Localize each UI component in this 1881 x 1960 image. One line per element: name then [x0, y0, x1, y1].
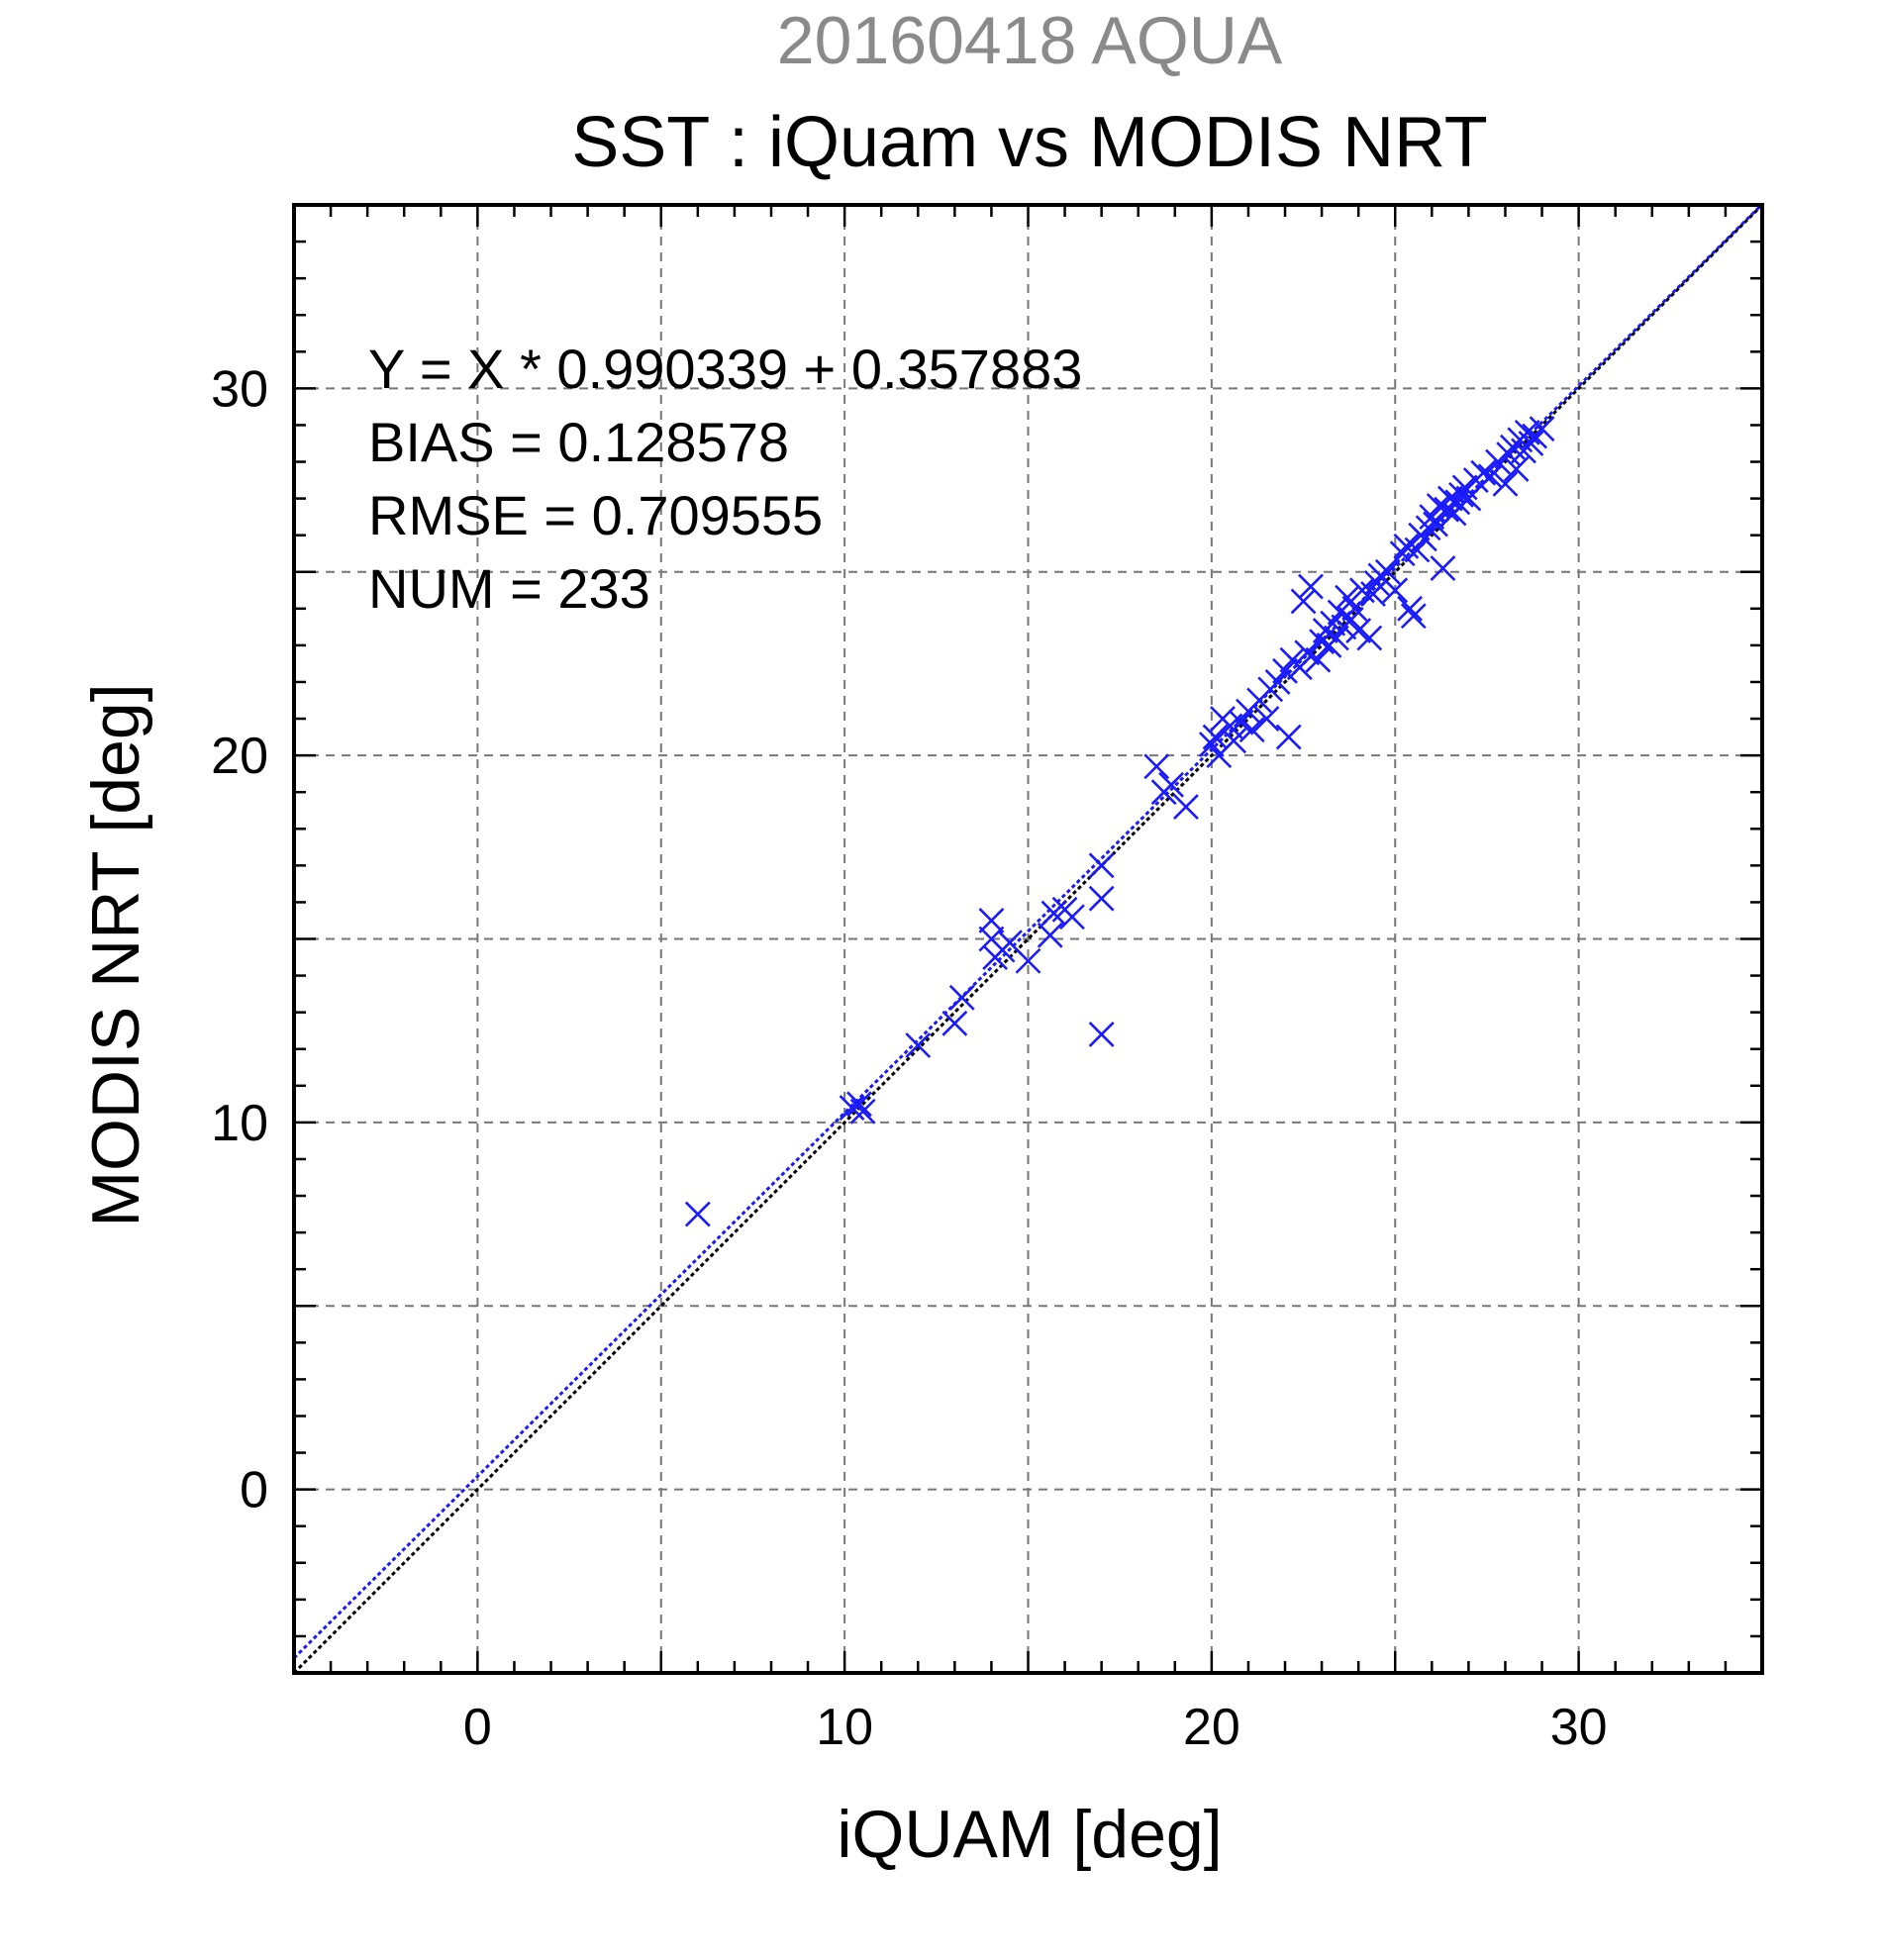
- y-tick-labels: 0 10 20 30: [211, 360, 268, 1519]
- bias-stat: BIAS = 0.128578: [368, 411, 789, 473]
- x-tick-label: 10: [816, 1699, 873, 1756]
- data-point: [1335, 584, 1360, 611]
- data-point: [1374, 558, 1401, 585]
- y-tick-label: 20: [211, 728, 268, 785]
- data-points: [684, 416, 1555, 1227]
- data-point: [1305, 646, 1332, 673]
- data-point: [1158, 771, 1185, 798]
- data-point: [1272, 657, 1298, 684]
- data-point: [1037, 922, 1063, 948]
- x-tick-labels: 0 10 20 30: [463, 1699, 1608, 1756]
- data-point: [1238, 717, 1265, 743]
- data-point: [1253, 706, 1280, 732]
- data-point: [1088, 852, 1115, 879]
- y-axis-label: MODIS NRT [deg]: [78, 683, 153, 1226]
- data-point: [1228, 709, 1254, 735]
- data-point: [1294, 639, 1321, 666]
- data-point: [941, 1010, 968, 1036]
- num-stat: NUM = 233: [368, 557, 650, 620]
- rmse-stat: RMSE = 0.709555: [368, 484, 823, 546]
- data-point: [1492, 470, 1519, 497]
- data-point: [1397, 595, 1423, 622]
- data-point: [1496, 441, 1523, 468]
- data-point: [1345, 618, 1372, 643]
- data-point: [684, 1201, 711, 1227]
- y-tick-label: 30: [211, 360, 268, 418]
- data-point: [1264, 669, 1291, 695]
- data-point: [1059, 904, 1085, 931]
- data-point: [1477, 463, 1504, 490]
- data-point: [1298, 573, 1324, 600]
- stats-annotation: Y = X * 0.990339 + 0.357883 BIAS = 0.128…: [368, 338, 1082, 620]
- data-point: [948, 984, 975, 1011]
- data-point: [1529, 416, 1555, 442]
- grid-lines: [294, 205, 1762, 1673]
- data-point: [1404, 537, 1431, 563]
- data-point: [1455, 485, 1482, 512]
- data-point: [1356, 625, 1383, 651]
- chart-supertitle: 20160418 AQUA: [777, 3, 1283, 78]
- data-point: [1470, 459, 1497, 486]
- data-point: [1286, 654, 1313, 681]
- data-point: [1290, 588, 1317, 615]
- chart-title: SST : iQuam vs MODIS NRT: [571, 103, 1488, 182]
- data-point: [905, 1032, 932, 1058]
- data-point: [1382, 577, 1409, 604]
- data-point: [1015, 947, 1041, 974]
- data-point: [1324, 625, 1349, 651]
- data-point: [1088, 885, 1115, 912]
- plot-frame: [292, 203, 1764, 1675]
- data-point: [1221, 728, 1247, 754]
- y-tick-label: 10: [211, 1095, 268, 1152]
- data-point: [978, 908, 1005, 933]
- x-axis-label: iQUAM [deg]: [837, 1797, 1222, 1872]
- data-point: [1088, 1021, 1115, 1047]
- data-point: [846, 1091, 872, 1118]
- data-point: [1143, 753, 1170, 780]
- data-point: [1341, 595, 1368, 622]
- data-point: [1173, 794, 1199, 820]
- data-point: [849, 1098, 876, 1125]
- data-point: [1518, 431, 1544, 456]
- x-tick-label: 0: [463, 1699, 492, 1756]
- data-point: [1430, 555, 1456, 581]
- data-point: [1275, 724, 1302, 750]
- x-tick-label: 30: [1550, 1699, 1608, 1756]
- y-tick-label: 0: [240, 1462, 268, 1519]
- fit-equation: Y = X * 0.990339 + 0.357883: [368, 338, 1082, 400]
- data-point: [1400, 603, 1427, 630]
- x-tick-label: 20: [1183, 1699, 1240, 1756]
- data-point: [1503, 456, 1530, 482]
